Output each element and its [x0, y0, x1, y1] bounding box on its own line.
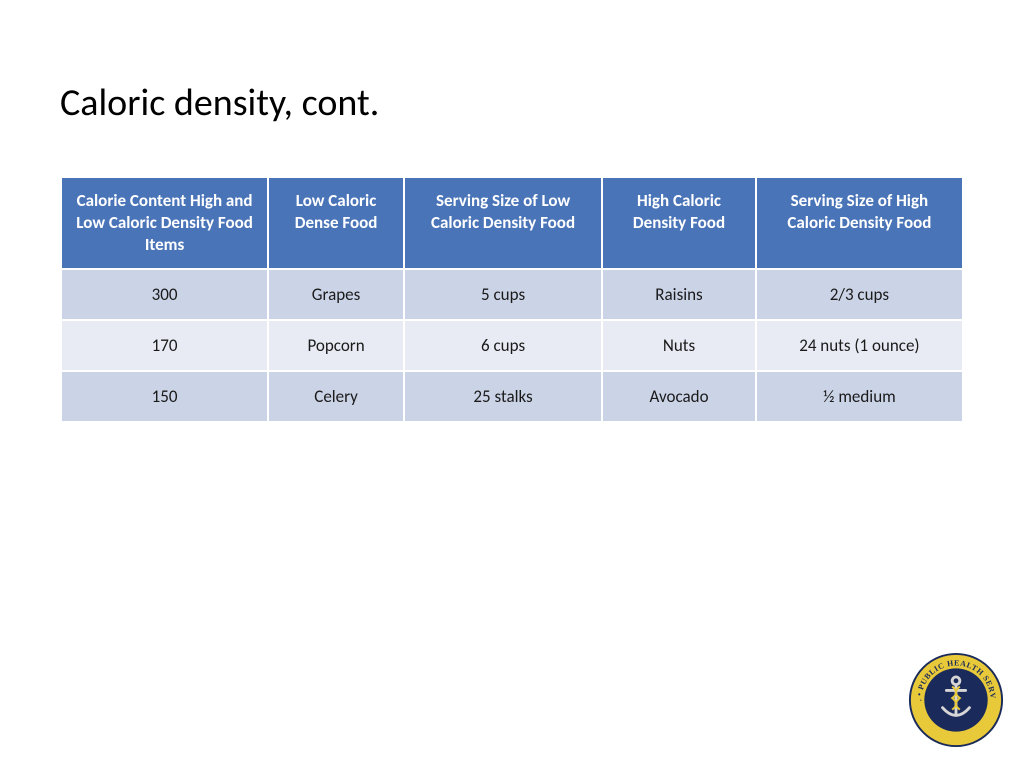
cell: Celery — [269, 372, 403, 421]
cell: 2/3 cups — [757, 270, 962, 319]
table-row: 300 Grapes 5 cups Raisins 2/3 cups — [62, 270, 962, 319]
cell: Avocado — [603, 372, 755, 421]
table-header-row: Calorie Content High and Low Caloric Den… — [62, 178, 962, 268]
cell: 24 nuts (1 ounce) — [757, 321, 962, 370]
col-header: High Caloric Density Food — [603, 178, 755, 268]
cell: 5 cups — [405, 270, 601, 319]
slide-content: Caloric density, cont. Calorie Content H… — [0, 0, 1024, 423]
caloric-density-table: Calorie Content High and Low Caloric Den… — [60, 176, 964, 423]
col-header: Serving Size of Low Caloric Density Food — [405, 178, 601, 268]
cell: 170 — [62, 321, 267, 370]
table-row: 150 Celery 25 stalks Avocado ½ medium — [62, 372, 962, 421]
cell: Nuts — [603, 321, 755, 370]
cell: 6 cups — [405, 321, 601, 370]
page-title: Caloric density, cont. — [60, 80, 964, 126]
col-header: Calorie Content High and Low Caloric Den… — [62, 178, 267, 268]
cell: ½ medium — [757, 372, 962, 421]
table-row: 170 Popcorn 6 cups Nuts 24 nuts (1 ounce… — [62, 321, 962, 370]
cell: 150 — [62, 372, 267, 421]
cell: Grapes — [269, 270, 403, 319]
cell: Popcorn — [269, 321, 403, 370]
cell: 25 stalks — [405, 372, 601, 421]
cell: 300 — [62, 270, 267, 319]
col-header: Low Caloric Dense Food — [269, 178, 403, 268]
col-header: Serving Size of High Caloric Density Foo… — [757, 178, 962, 268]
phs-seal-icon: U.S. • PUBLIC HEALTH SERVICE • 1798 • — [908, 652, 1004, 748]
cell: Raisins — [603, 270, 755, 319]
